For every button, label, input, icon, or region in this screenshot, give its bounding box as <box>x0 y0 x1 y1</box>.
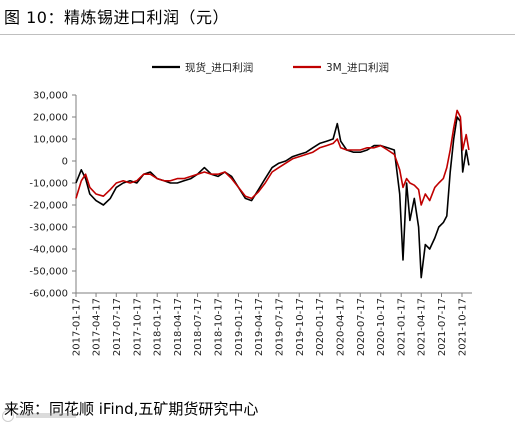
y-tick-label: 0 <box>62 157 68 168</box>
x-tick-label: 2020-04-17 <box>336 298 347 356</box>
title-divider <box>0 34 515 35</box>
x-tick-label: 2019-01-17 <box>234 298 245 356</box>
spot-profit-line <box>75 116 470 279</box>
x-tick-label: 2021-10-17 <box>457 298 468 356</box>
x-tick-label: 2018-01-17 <box>153 298 164 356</box>
x-tick-label: 2019-10-17 <box>295 298 306 356</box>
y-tick-label: 20,000 <box>33 113 68 124</box>
x-tick-label: 2021-07-17 <box>437 298 448 356</box>
y-tick-label: -40,000 <box>29 245 68 256</box>
x-tick-label: 2018-10-17 <box>214 298 225 356</box>
x-tick-label: 2017-07-17 <box>112 298 123 356</box>
watermark-mark <box>16 413 76 418</box>
y-tick-label: -60,000 <box>29 289 68 300</box>
x-tick-label: 2021-01-17 <box>397 298 408 356</box>
chart-title: 图 10：精炼锡进口利润（元） <box>4 8 229 27</box>
source-note: 来源：同花顺 iFind,五矿期货研究中心 <box>4 400 259 418</box>
x-tick-label: 2017-04-17 <box>92 298 103 356</box>
x-tick-label: 2017-01-17 <box>72 298 83 356</box>
legend-spot-label: 现货_进口利润 <box>185 61 253 74</box>
x-tick-label: 2021-04-17 <box>417 298 428 356</box>
x-tick-label: 2019-04-17 <box>254 298 265 356</box>
y-tick-label: 30,000 <box>33 91 68 102</box>
y-tick-label: -20,000 <box>29 201 68 212</box>
x-tick-label: 2020-01-17 <box>315 298 326 356</box>
x-tick-label: 2018-04-17 <box>173 298 184 356</box>
watermark-icon <box>2 410 14 422</box>
x-tick-label: 2018-07-17 <box>193 298 204 356</box>
legend-3m-label: 3M_进口利润 <box>326 61 389 74</box>
x-tick-label: 2020-10-17 <box>376 298 387 356</box>
watermark-logo <box>2 408 92 422</box>
y-tick-label: -30,000 <box>29 223 68 234</box>
x-tick-label: 2020-07-17 <box>356 298 367 356</box>
three-month-profit-line <box>75 109 470 206</box>
y-tick-label: -10,000 <box>29 179 68 190</box>
x-tick-label: 2017-10-17 <box>132 298 143 356</box>
y-tick-label: 10,000 <box>33 135 68 146</box>
x-tick-label: 2019-07-17 <box>274 298 285 356</box>
y-tick-label: -50,000 <box>29 267 68 278</box>
